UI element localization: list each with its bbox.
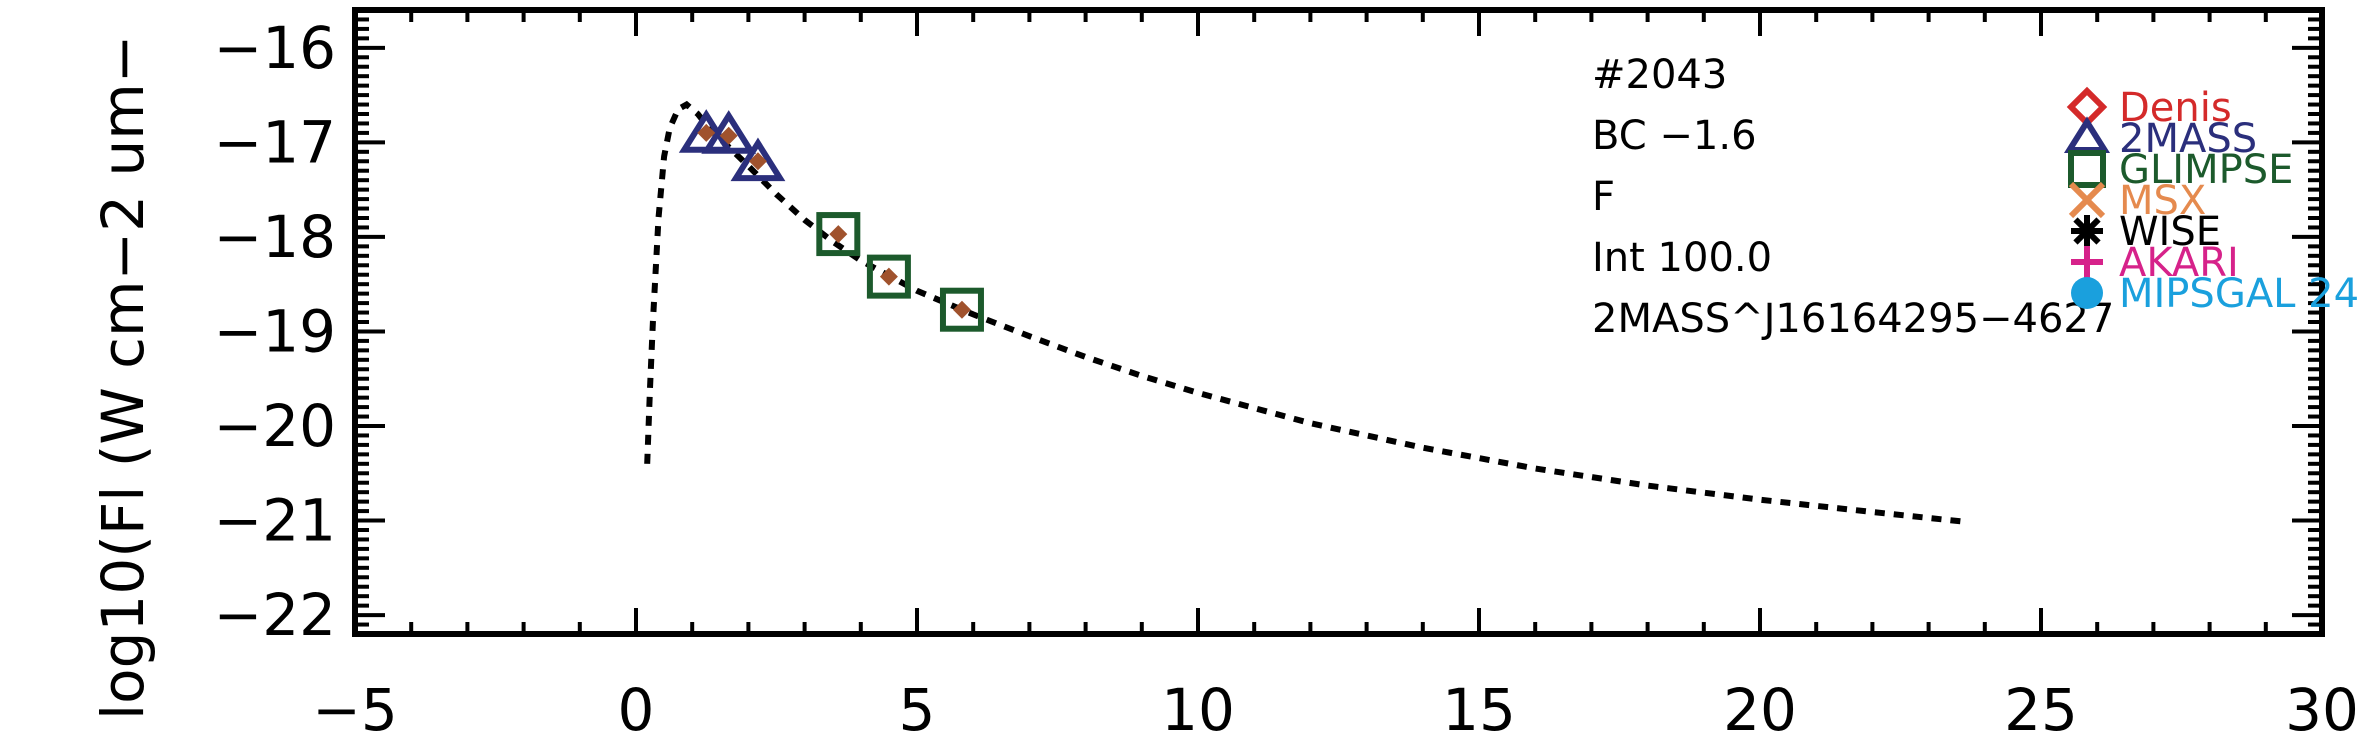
y-tick-label: −19 — [214, 297, 336, 365]
data-series — [644, 100, 1963, 525]
data-point — [701, 110, 757, 154]
annotation-text: BC −1.6 — [1592, 113, 1757, 159]
x-tick-label: 30 — [2285, 676, 2359, 744]
annotation-text: #2043 — [1592, 52, 1727, 98]
x-axis-ticks: −5 0 5 10 15 20 25 30 — [312, 10, 2359, 744]
x-tick-label: 20 — [1723, 676, 1797, 744]
y-axis-label: log10(Fl (W cm−2 um− — [89, 35, 157, 720]
x-tick-label: −5 — [312, 676, 398, 744]
y-tick-label: −17 — [214, 108, 336, 176]
y-axis-ticks: −16 −17 −18 −19 −20 −21 −22 — [214, 8, 2322, 649]
legend-marker — [2071, 277, 2103, 309]
data-point — [748, 152, 767, 171]
data-point — [719, 126, 738, 145]
annotations: #2043 BC −1.6 F Int 100.0 2MASS^J16164295−46… — [1592, 52, 2114, 342]
y-tick-label: −18 — [214, 203, 336, 271]
x-tick-label: 25 — [2004, 676, 2078, 744]
annotation-text: 2MASS^J16164295−4627 — [1592, 296, 2114, 342]
x-tick-label: 5 — [899, 676, 936, 744]
data-point — [879, 267, 898, 286]
legend-label: MSX — [2119, 178, 2206, 224]
legend-label: AKARI — [2119, 240, 2239, 286]
legend-marker — [2063, 116, 2111, 153]
legend-marker — [2071, 215, 2103, 247]
y-tick-label: −22 — [214, 581, 336, 649]
y-tick-label: −21 — [214, 487, 336, 555]
data-point — [939, 287, 984, 332]
annotation-text: Int 100.0 — [1592, 235, 1772, 281]
model-curve — [644, 100, 1963, 525]
legend-marker — [2071, 246, 2103, 278]
data-point — [866, 254, 911, 299]
x-tick-label: 10 — [1161, 676, 1235, 744]
legend-label: MIPSGAL 24 — [2119, 271, 2359, 317]
legend-label: 2MASS — [2119, 116, 2257, 162]
data-point — [829, 225, 848, 244]
annotation-text: F — [1592, 174, 1615, 220]
data-point — [952, 300, 971, 319]
legend-label: GLIMPSE — [2119, 147, 2293, 193]
legend-marker — [2068, 150, 2106, 188]
data-point — [816, 212, 861, 257]
y-tick-label: −16 — [214, 14, 336, 82]
y-tick-label: −20 — [214, 392, 336, 460]
x-tick-label: 15 — [1442, 676, 1516, 744]
x-tick-label: 0 — [618, 676, 655, 744]
legend-label: Denis — [2119, 85, 2232, 131]
legend-label: WISE — [2119, 209, 2221, 255]
data-point — [730, 137, 786, 182]
data-point — [697, 123, 716, 142]
legend-marker — [2068, 181, 2106, 219]
